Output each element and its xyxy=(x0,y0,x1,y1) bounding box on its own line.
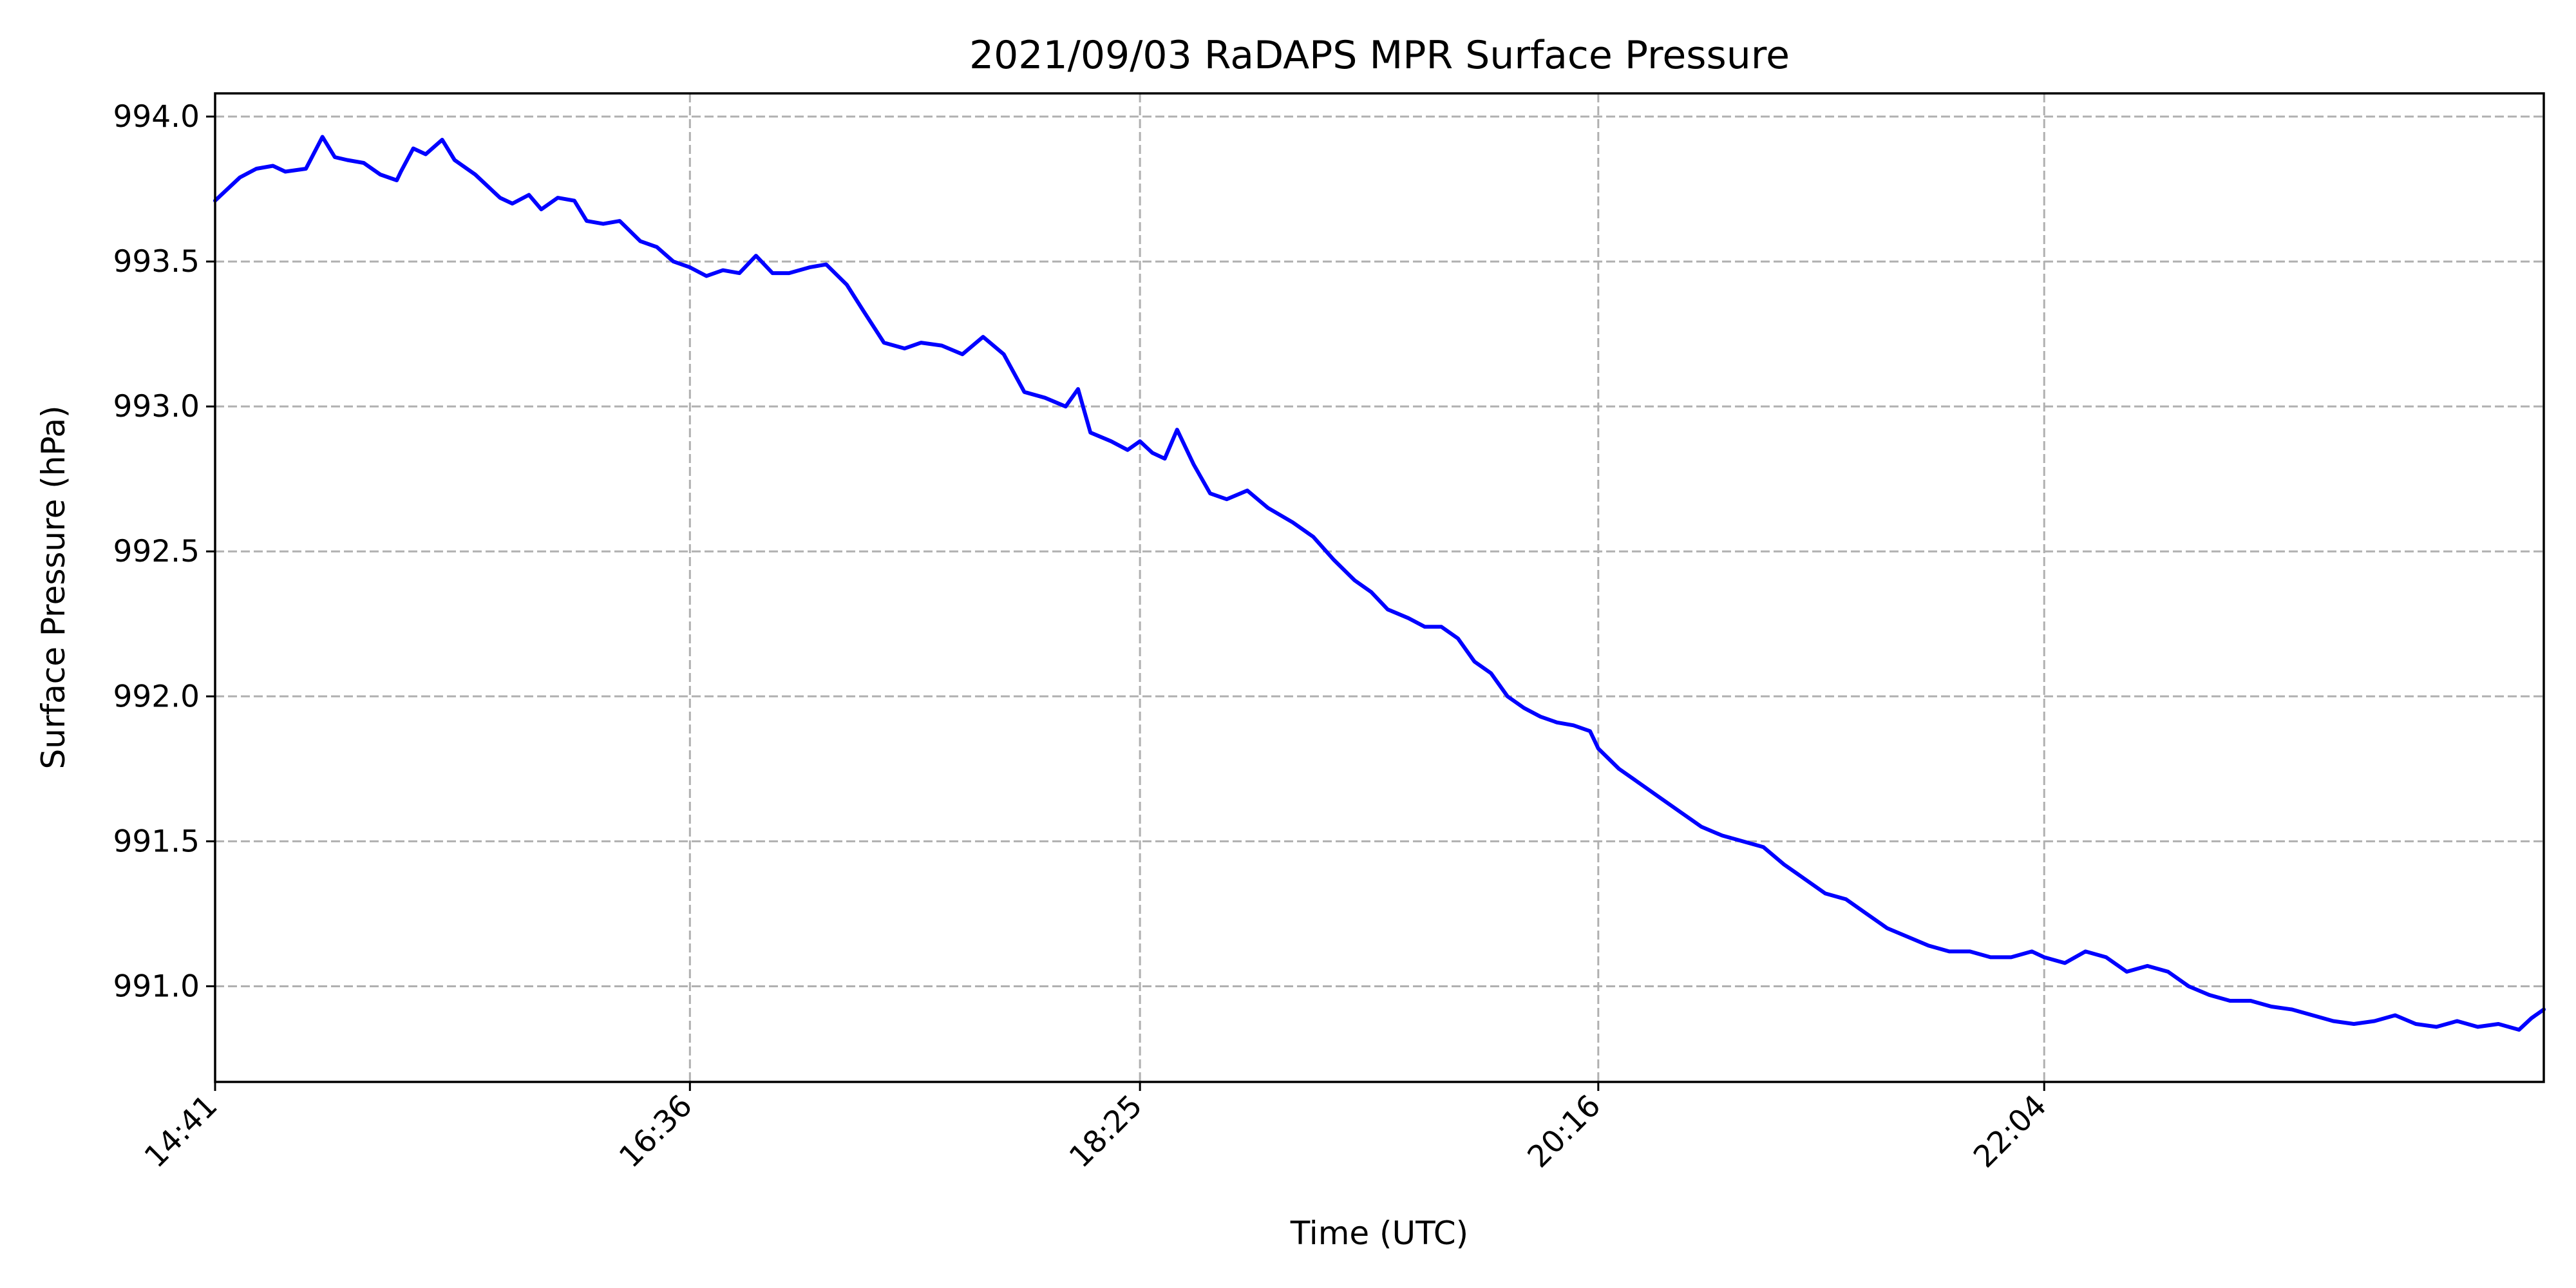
x-axis-label: Time (UTC) xyxy=(1290,1215,1468,1252)
y-tick-label: 993.0 xyxy=(113,389,200,424)
series-line xyxy=(213,135,2546,1032)
y-tick-label: 993.5 xyxy=(113,244,200,279)
series-layer xyxy=(213,135,2546,1032)
y-tick-label: 992.5 xyxy=(113,534,200,569)
y-tick-label: 991.0 xyxy=(113,969,200,1004)
y-tick-label: 994.0 xyxy=(113,99,200,135)
grid-layer xyxy=(215,93,2544,1082)
plot-frame xyxy=(214,92,2545,1083)
chart-title: 2021/09/03 RaDAPS MPR Surface Pressure xyxy=(969,33,1790,78)
y-tick-label: 991.5 xyxy=(113,824,200,859)
y-tick-label: 992.0 xyxy=(113,679,200,714)
y-axis-label: Surface Pressure (hPa) xyxy=(35,405,72,769)
